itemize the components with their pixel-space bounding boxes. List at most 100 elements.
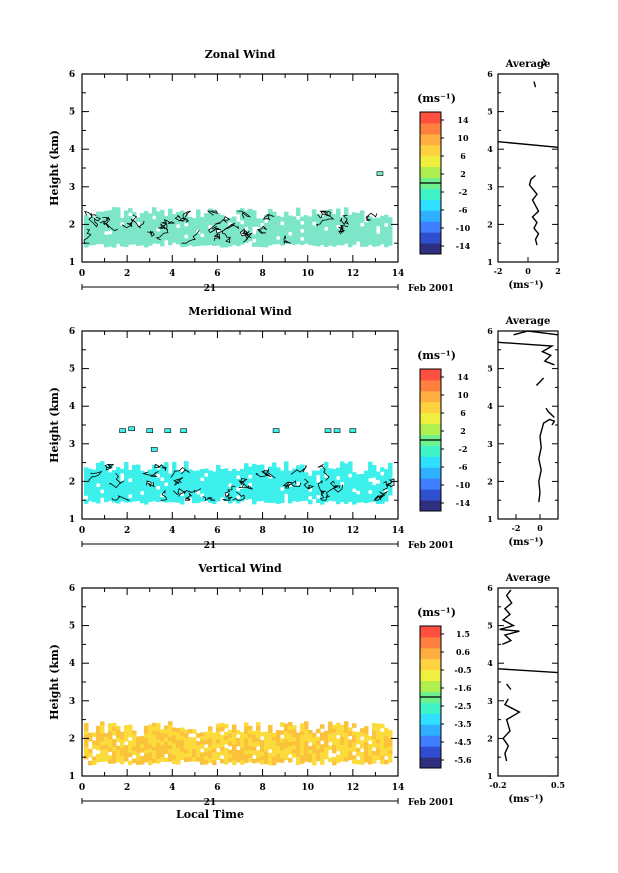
field-cell [312,478,317,484]
field-cell [264,743,269,749]
field-cell [324,489,329,495]
field-cell [216,739,221,745]
field-cell [172,230,177,235]
field-cell [132,224,137,229]
field-cell [132,240,137,245]
field-cell [384,238,389,244]
field-cell [164,470,169,475]
field-cell [100,753,105,758]
field-cell [296,207,301,213]
field-cell [120,496,125,502]
field-cell [384,242,389,248]
field-cell [320,756,325,761]
field-cell [244,483,249,488]
field-cell [172,477,177,483]
field-cell [340,465,345,470]
field-cell [248,494,253,500]
field-cell [208,754,213,759]
field-cell [376,475,381,481]
field-cell [216,233,221,238]
contour-line [206,210,219,216]
colorbar-swatch [420,713,441,725]
field-cell [212,499,217,505]
field-cell [152,464,157,470]
field-cell [264,478,269,483]
field-cell [92,756,97,761]
field-cell [84,754,89,760]
isolated-speck [119,428,126,433]
average-y-tick-label: 5 [487,621,493,631]
field-cell [160,469,165,474]
field-cell [348,226,353,232]
field-cell [292,737,297,742]
field-cell [300,743,305,748]
field-cell [320,732,325,737]
field-cell [316,728,321,734]
field-cell [276,471,281,476]
field-cell [136,229,141,234]
field-cell [260,484,265,490]
field-cell [388,241,393,246]
field-cell [380,739,385,745]
field-cell [348,230,353,236]
field-cell [124,729,129,734]
field-cell [380,231,385,237]
field-cell [320,236,325,242]
field-cell [100,737,105,742]
colorbar-tick-label: -5.6 [454,755,472,765]
field-cell [108,242,113,247]
field-cell [388,490,393,496]
field-cell [304,219,309,224]
field-cell [380,239,385,245]
field-cell [340,497,345,502]
field-cell [248,745,253,751]
y-tick-label: 6 [69,327,75,337]
field-cell [304,496,309,501]
field-cell [184,493,189,498]
field-cell [208,726,213,731]
field-cell [116,487,121,492]
field-cell [312,748,317,754]
field-cell [248,228,253,234]
field-cell [140,740,145,745]
field-cell [196,478,201,483]
field-cell [104,226,109,232]
field-cell [172,461,177,467]
field-cell [104,238,109,244]
field-cell [88,732,93,738]
field-cell [144,745,149,751]
field-cell [200,221,205,226]
field-cell [248,236,253,242]
field-cell [384,747,389,753]
field-cell [204,237,209,242]
colorbar-swatch [420,702,441,714]
field-cell [316,748,321,754]
field-cell [212,491,217,497]
field-cell [348,461,353,466]
field-cell [332,492,337,498]
field-cell [304,231,309,236]
field-cell [312,229,317,234]
field-cell [332,740,337,746]
field-cell [272,211,277,217]
field-cell [204,233,209,238]
field-cell [252,479,257,485]
field-cell [284,485,289,490]
field-cell [324,481,329,487]
colorbar-tick-label: -3.5 [454,719,471,729]
field-cell [276,746,281,751]
field-cell [120,739,125,745]
field-cell [264,486,269,491]
field-cell [352,731,357,736]
field-cell [84,738,89,744]
field-cell [280,217,285,222]
field-cell [164,757,169,763]
average-title: Average [505,573,551,584]
field-cell [272,239,277,245]
field-cell [296,740,301,746]
field-cell [304,227,309,232]
field-cell [168,737,173,742]
field-cell [224,496,229,501]
field-cell [308,220,313,225]
field-cell [388,474,393,480]
